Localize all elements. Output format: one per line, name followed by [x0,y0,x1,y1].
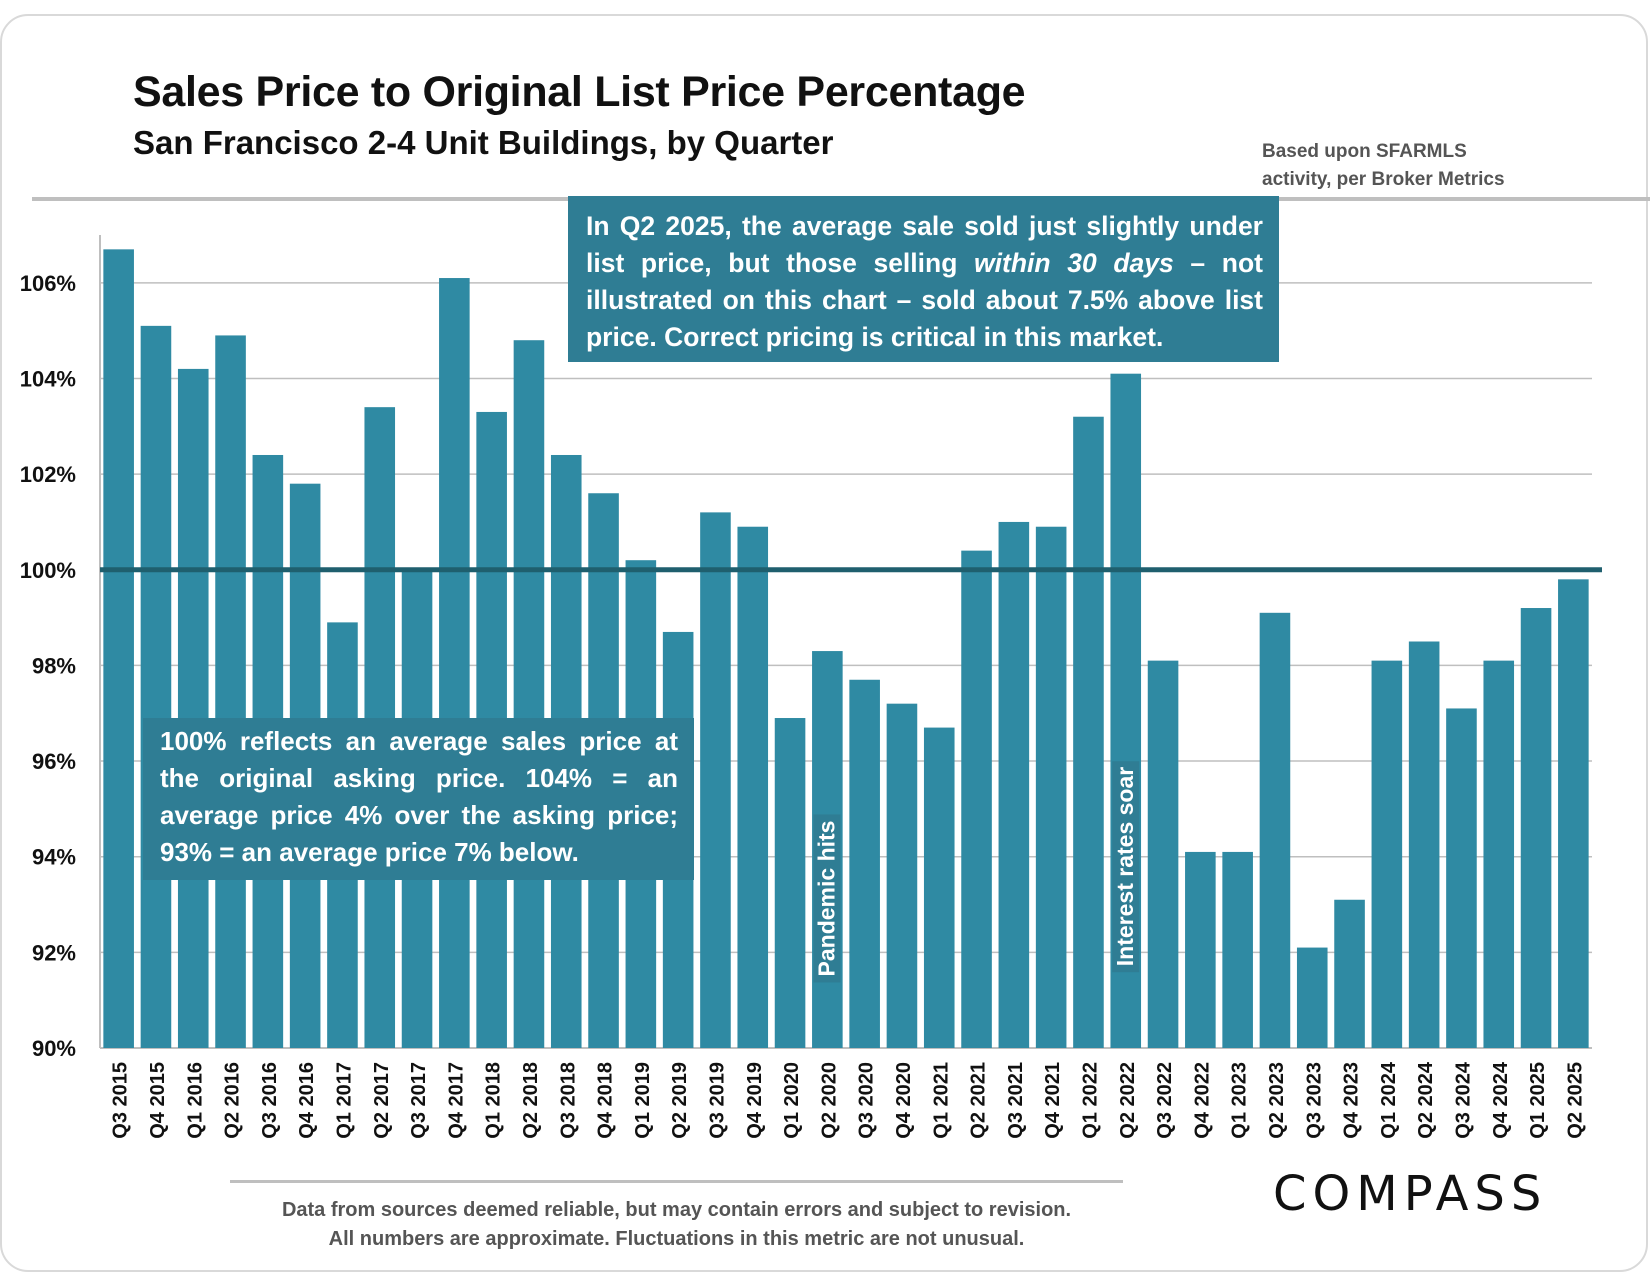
x-tick-label: Q1 2020 [781,1062,803,1139]
bar [1483,660,1515,1048]
x-tick-label: Q4 2023 [1341,1062,1363,1139]
x-tick-label: Q4 2018 [595,1062,617,1139]
interest-rates-annotation: Interest rates soar [1112,760,1140,972]
x-tick-label: Q2 2020 [818,1062,840,1139]
pandemic-annotation: Pandemic hits [813,814,841,982]
disclaimer-line-2: All numbers are approximate. Fluctuation… [328,1228,1025,1250]
x-tick-label: Q4 2016 [296,1062,318,1139]
bar [140,325,172,1048]
bar [1073,416,1104,1049]
bar [886,703,918,1048]
x-tick-label: Q1 2019 [632,1062,654,1139]
top-callout-text: In Q2 2025, the average sale sold just s… [586,211,1263,352]
x-tick-label: Q3 2019 [706,1062,728,1139]
bar [177,368,209,1048]
x-tick-label: Q2 2024 [1415,1061,1437,1139]
x-tick-label: Q2 2016 [222,1062,244,1139]
x-tick-label: Q2 2023 [1266,1062,1288,1139]
y-tick-label: 98% [32,653,76,678]
bar [737,526,769,1048]
y-tick-label: 106% [20,271,76,296]
chart-frame [0,14,1648,1272]
y-tick-label: 104% [20,366,76,391]
bars [103,249,1589,1049]
x-tick-label: Q3 2021 [1005,1062,1027,1139]
chart-subtitle: San Francisco 2-4 Unit Buildings, by Qua… [133,124,834,161]
x-tick-label: Q1 2022 [1079,1062,1101,1139]
x-tick-label: Q3 2020 [856,1062,878,1139]
x-tick-label: Q2 2021 [968,1062,990,1139]
x-tick-label: Q4 2020 [893,1062,915,1139]
x-tick-label: Q3 2017 [408,1062,430,1139]
bar [1035,526,1067,1048]
source-line-1: Based upon SFARMLS [1262,141,1467,162]
source-note: Based upon SFARMLS activity, per Broker … [1262,138,1505,194]
x-tick-label: Q1 2018 [483,1062,505,1139]
x-tick-label: Q3 2015 [110,1062,132,1139]
bar [774,718,806,1048]
left-callout: 100% reflects an average sales price at … [143,718,694,880]
x-tick-label: Q1 2024 [1378,1061,1400,1139]
x-tick-label: Q3 2016 [259,1062,281,1139]
x-tick-label: Q4 2022 [1191,1062,1213,1139]
bar [849,679,880,1048]
bar [1558,579,1589,1048]
bar [1259,612,1291,1048]
x-tick-label: Q4 2017 [445,1062,467,1139]
bar [1371,660,1403,1048]
x-tick-label: Q2 2018 [520,1062,542,1139]
bar [513,340,545,1048]
bar [1408,641,1440,1048]
x-tick-label: Q4 2024 [1490,1061,1512,1139]
x-tick-label: Q1 2017 [333,1062,355,1139]
x-tick-label: Q3 2024 [1452,1061,1474,1139]
bar [1296,947,1328,1048]
y-tick-label: 100% [20,558,76,583]
x-tick-label: Q3 2022 [1154,1062,1176,1139]
top-callout: In Q2 2025, the average sale sold just s… [568,196,1279,362]
x-tick-label: Q4 2021 [1042,1062,1064,1139]
compass-logo: COMPASS [1273,1166,1548,1222]
bar [700,512,731,1048]
emphasis-text: within 30 days [974,248,1174,278]
y-tick-label: 90% [32,1036,76,1061]
x-tick-label: Q1 2016 [184,1062,206,1139]
y-tick-label: 94% [32,845,76,870]
bar [923,727,955,1048]
disclaimer: Data from sources deemed reliable, but m… [230,1196,1123,1254]
x-tick-label: Q2 2017 [371,1062,393,1139]
bar [1147,660,1179,1048]
bar [1222,851,1253,1048]
x-tick-label: Q3 2023 [1303,1062,1325,1139]
bar [215,335,246,1048]
y-tick-label: 96% [32,749,76,774]
x-tick-label: Q2 2022 [1117,1062,1139,1139]
bar [1334,899,1365,1048]
bar-chart: 90%92%94%96%98%100%102%104%106% Q3 2015 Q… [20,235,1602,1139]
x-tick-label: Q4 2015 [147,1062,169,1139]
y-tick-label: 92% [32,940,76,965]
bar [1446,708,1477,1048]
bar [961,550,992,1048]
disclaimer-line-1: Data from sources deemed reliable, but m… [281,1199,1072,1221]
bar [998,521,1030,1048]
x-axis-ticks: Q3 2015 Q4 2015 Q1 2016 Q2 2016 Q3 2016 Q4 20… [110,1061,1587,1139]
x-tick-label: Q4 2019 [744,1062,766,1139]
chart-title: Sales Price to Original List Price Perce… [133,68,1026,116]
x-tick-label: Q1 2023 [1229,1062,1251,1139]
bar [103,249,134,1049]
footer-divider [230,1180,1123,1183]
x-tick-label: Q1 2021 [930,1062,952,1139]
x-tick-label: Q3 2018 [557,1062,579,1139]
bar [1185,851,1216,1048]
bar [439,278,470,1049]
x-tick-label: Q1 2025 [1527,1062,1549,1139]
x-tick-label: Q2 2019 [669,1062,691,1139]
bar [1520,608,1552,1048]
x-tick-label: Q2 2025 [1564,1062,1586,1139]
source-line-2: activity, per Broker Metrics [1262,169,1505,190]
y-axis-ticks: 90% 92% 94% 96% 98% 100% 102% 104% 106% [20,271,76,1061]
y-tick-label: 102% [20,462,76,487]
